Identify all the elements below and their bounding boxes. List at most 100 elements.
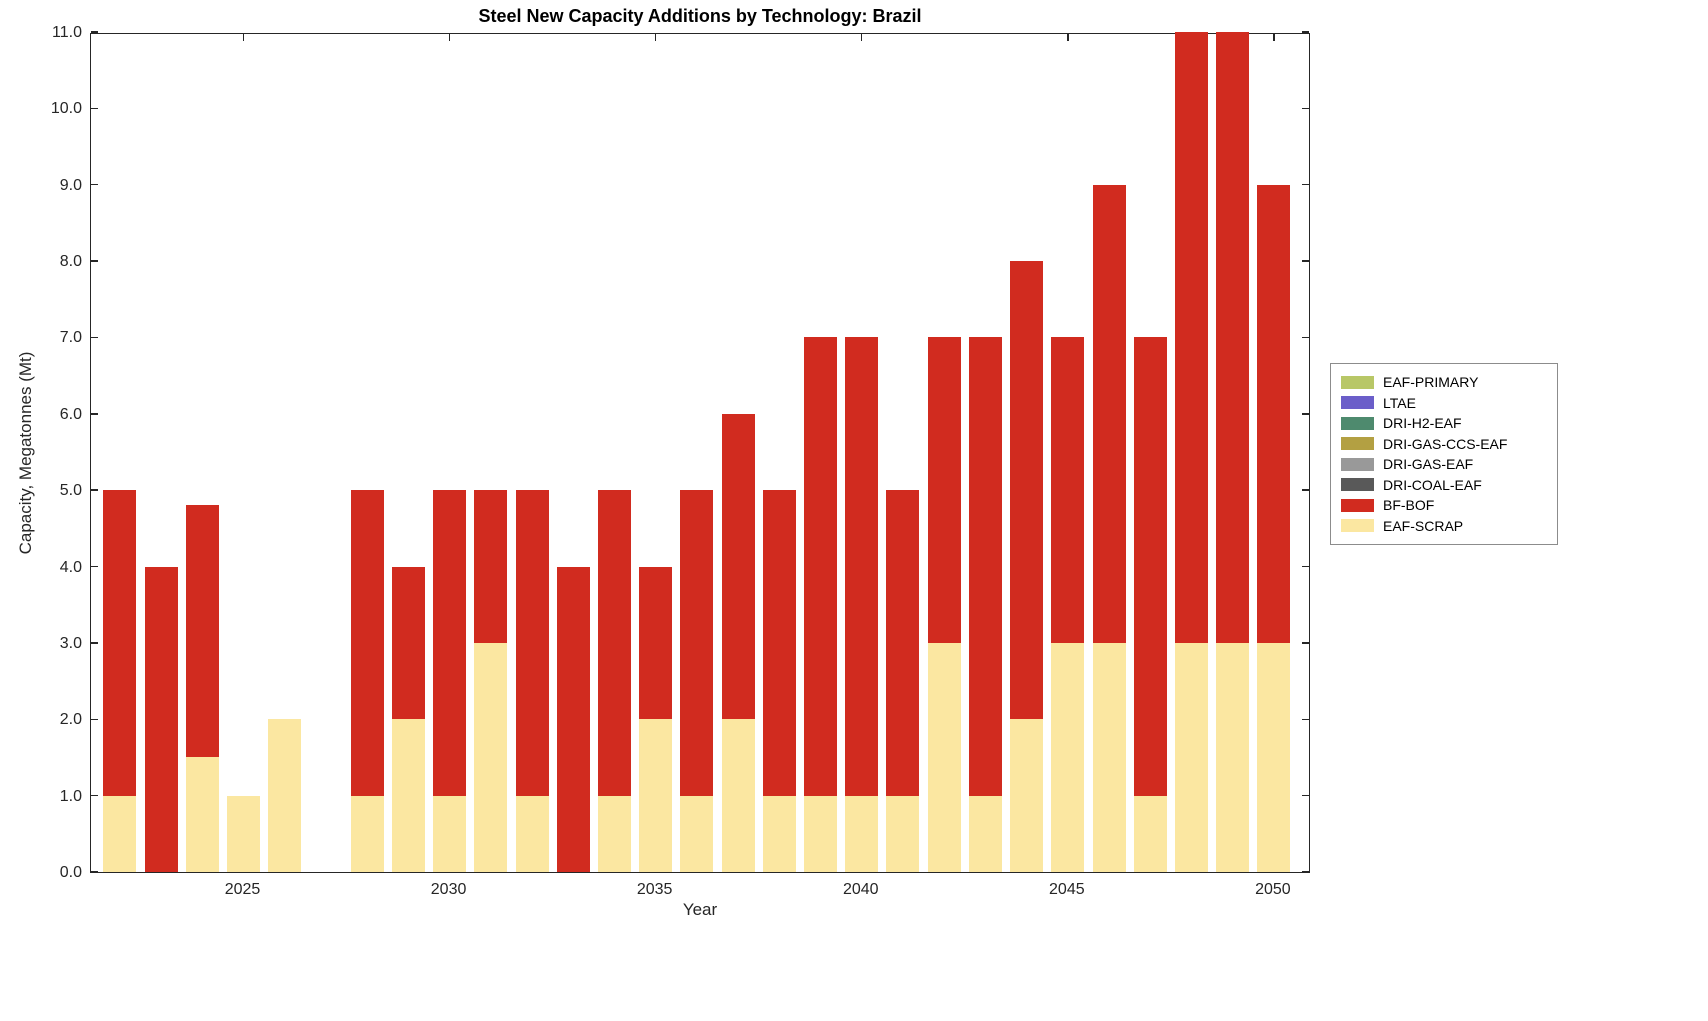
bar-2041-eaf-scrap: [886, 795, 920, 872]
y-tick-label: 7.0: [59, 329, 82, 347]
legend-item-ltae: LTAE: [1341, 393, 1547, 414]
bar-2046-bf-bof: [1092, 184, 1126, 643]
y-tick-mark-right: [1302, 183, 1309, 186]
y-tick-mark: [91, 31, 98, 33]
bar-2045-bf-bof: [1051, 337, 1085, 643]
legend-item-eaf-primary: EAF-PRIMARY: [1341, 372, 1547, 393]
y-tick-mark-right: [1302, 336, 1309, 339]
bar-2048-eaf-scrap: [1174, 642, 1208, 872]
y-tick-label: 9.0: [59, 176, 82, 194]
bar-2041-bf-bof: [886, 490, 920, 796]
y-tick-mark-right: [1302, 31, 1309, 33]
bar-2034-eaf-scrap: [597, 795, 631, 872]
bar-2037-eaf-scrap: [721, 719, 755, 872]
legend-item-bf-bof: BF-BOF: [1341, 495, 1547, 516]
legend-item-dri-coal-eaf: DRI-COAL-EAF: [1341, 475, 1547, 496]
y-tick-mark: [91, 107, 98, 110]
x-tick-label: 2040: [842, 881, 879, 898]
y-tick-mark: [91, 718, 98, 721]
y-tick-mark-right: [1302, 871, 1309, 873]
y-axis-label: Capacity, Megatonnes (Mt): [16, 351, 35, 555]
y-tick-mark: [91, 413, 98, 415]
y-tick-mark: [91, 565, 98, 568]
bar-2029-eaf-scrap: [391, 719, 425, 872]
bar-2050-eaf-scrap: [1257, 642, 1291, 872]
x-tick-mark-top: [1273, 34, 1275, 41]
legend-swatch-dri-gas-ccs-eaf: [1341, 437, 1374, 451]
bar-2050-bf-bof: [1257, 184, 1291, 643]
x-tick-label: 2045: [1049, 881, 1085, 898]
y-tick-mark-right: [1302, 565, 1309, 568]
legend-label: EAF-SCRAP: [1383, 517, 1464, 534]
legend-item-eaf-scrap: EAF-SCRAP: [1341, 516, 1547, 537]
bar-2026-eaf-scrap: [268, 719, 302, 872]
bar-2039-bf-bof: [804, 337, 838, 796]
bar-2030-eaf-scrap: [433, 795, 467, 872]
y-tick-mark: [91, 642, 98, 644]
bar-2040-bf-bof: [845, 337, 879, 796]
legend-label: EAF-PRIMARY: [1383, 374, 1479, 391]
bar-2038-eaf-scrap: [762, 795, 796, 872]
y-tick-label: 2.0: [59, 711, 82, 729]
y-tick-mark: [91, 336, 98, 339]
y-tick-label: 5.0: [59, 482, 82, 500]
bar-2036-bf-bof: [680, 490, 714, 796]
legend-label: BF-BOF: [1383, 497, 1435, 514]
y-tick-mark: [91, 260, 98, 262]
legend-label: DRI-GAS-EAF: [1383, 456, 1474, 473]
bar-2042-bf-bof: [927, 337, 961, 643]
bar-2036-eaf-scrap: [680, 795, 714, 872]
bar-2025-eaf-scrap: [227, 795, 260, 872]
bar-2047-eaf-scrap: [1133, 795, 1167, 872]
bar-2047-bf-bof: [1133, 337, 1167, 796]
x-tick-mark-top: [860, 34, 863, 41]
y-tick-label: 11.0: [52, 24, 82, 41]
y-tick-label: 10.0: [50, 100, 82, 118]
y-tick-mark-right: [1302, 489, 1309, 491]
x-tick-mark-top: [448, 34, 451, 41]
legend: EAF-PRIMARY LTAE DRI-H2-EAF DRI-GAS-CCS-EAF…: [1330, 363, 1558, 545]
y-tick-mark-right: [1302, 260, 1309, 262]
bar-2045-eaf-scrap: [1051, 642, 1085, 872]
x-tick-label: 2030: [430, 881, 467, 898]
y-tick-mark-right: [1302, 107, 1309, 110]
bar-2044-bf-bof: [1010, 261, 1044, 720]
legend-swatch-bf-bof: [1341, 498, 1374, 512]
bar-2043-bf-bof: [968, 337, 1002, 796]
bar-2038-bf-bof: [762, 490, 796, 796]
y-tick-label: 8.0: [59, 253, 82, 271]
y-tick-label: 0.0: [59, 864, 82, 881]
legend-label: LTAE: [1383, 394, 1416, 411]
bar-2031-bf-bof: [474, 490, 508, 643]
legend-item-dri-h2-eaf: DRI-H2-EAF: [1341, 413, 1547, 434]
x-tick-mark-top: [242, 34, 245, 41]
x-tick-label: 2025: [224, 881, 261, 898]
x-tick-mark-top: [654, 34, 657, 41]
bar-2022-eaf-scrap: [103, 795, 137, 872]
bar-2040-eaf-scrap: [845, 795, 879, 872]
bar-2028-eaf-scrap: [350, 795, 384, 872]
x-tick-label: 2035: [636, 881, 673, 898]
legend-item-dri-gas-eaf: DRI-GAS-EAF: [1341, 454, 1547, 475]
bar-2035-eaf-scrap: [639, 719, 673, 872]
legend-swatch-dri-h2-eaf: [1341, 416, 1374, 430]
bar-2022-bf-bof: [103, 490, 137, 796]
chart-title: Steel New Capacity Additions by Technolo…: [478, 6, 922, 26]
legend-item-dri-gas-ccs-eaf: DRI-GAS-CCS-EAF: [1341, 434, 1547, 455]
y-tick-mark: [91, 489, 98, 491]
bar-2046-eaf-scrap: [1092, 642, 1126, 872]
bar-2037-bf-bof: [721, 413, 755, 720]
plot-area: [90, 31, 1310, 873]
x-tick-mark-top: [1067, 34, 1069, 41]
legend-swatch-dri-coal-eaf: [1341, 478, 1374, 492]
bar-2049-eaf-scrap: [1216, 642, 1250, 872]
bar-2030-bf-bof: [433, 490, 467, 796]
y-tick-label: 6.0: [59, 405, 82, 423]
bar-2044-eaf-scrap: [1010, 719, 1044, 872]
y-tick-mark: [91, 183, 98, 186]
x-tick-label: 2050: [1255, 881, 1291, 898]
y-tick-mark: [91, 871, 98, 873]
y-tick-mark-right: [1302, 642, 1309, 644]
bar-2032-bf-bof: [515, 490, 549, 796]
bar-2032-eaf-scrap: [515, 795, 549, 872]
